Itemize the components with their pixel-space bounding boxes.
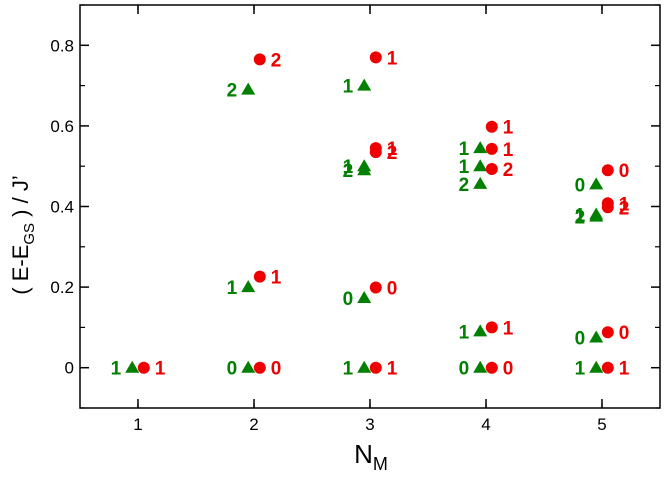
triangle-marker	[241, 280, 256, 293]
triangle-point-label: 1	[459, 322, 470, 343]
triangle-marker	[589, 360, 604, 373]
triangle-point-label: 0	[575, 175, 586, 196]
triangle-point-label: 2	[575, 208, 586, 229]
triangle-point-label: 1	[459, 157, 470, 178]
circle-marker	[369, 281, 382, 294]
triangle-marker	[357, 290, 372, 303]
y-axis-title: ( E-EGS ) / J’	[8, 175, 38, 294]
circle-point-label: 0	[503, 359, 514, 380]
circle-point-label: 0	[271, 359, 282, 380]
circle-point-label: 1	[387, 359, 398, 380]
circle-point-label: 2	[271, 50, 282, 71]
circle-point-label: 1	[271, 268, 282, 289]
triangle-point-label: 1	[111, 359, 122, 380]
triangle-marker	[473, 176, 488, 189]
x-tick-label: 4	[481, 415, 490, 434]
y-tick-label: 0.4	[50, 198, 74, 217]
circle-marker	[485, 120, 498, 133]
triangle-point-label: 2	[343, 161, 354, 182]
circle-marker	[369, 51, 382, 64]
circle-marker	[137, 361, 150, 374]
circle-point-label: 1	[619, 194, 630, 215]
triangle-point-label: 2	[459, 175, 470, 196]
x-tick-label: 2	[249, 415, 258, 434]
circle-point-label: 2	[387, 143, 398, 164]
triangle-marker	[589, 207, 604, 220]
triangle-marker	[589, 177, 604, 190]
x-tick-label: 5	[597, 415, 606, 434]
circle-point-label: 0	[619, 323, 630, 344]
marks-layer	[125, 51, 614, 374]
circle-marker	[485, 163, 498, 176]
triangle-point-label: 0	[575, 328, 586, 349]
triangle-point-label: 0	[227, 359, 238, 380]
triangle-marker	[357, 159, 372, 172]
circle-marker	[485, 361, 498, 374]
circle-marker	[601, 197, 614, 210]
x-axis-title: NM	[354, 439, 388, 474]
y-axis-title-subscript: GS	[21, 223, 38, 245]
circle-marker	[369, 142, 382, 155]
circle-point-label: 1	[387, 48, 398, 69]
triangle-point-label: 1	[575, 359, 586, 380]
circle-point-label: 2	[503, 160, 514, 181]
circle-point-label: 2	[619, 198, 630, 219]
triangle-marker	[241, 360, 256, 373]
triangle-marker	[473, 141, 488, 154]
triangle-marker	[473, 324, 488, 337]
circle-marker	[601, 361, 614, 374]
circle-point-label: 0	[387, 279, 398, 300]
ticks-layer: 1 2 3 4 500.20.40.60.8	[50, 4, 660, 434]
circle-point-label: 1	[503, 318, 514, 339]
triangle-point-label: 0	[459, 359, 470, 380]
triangle-point-label: 1	[343, 157, 354, 178]
circle-marker	[253, 270, 266, 283]
circle-point-label: 1	[387, 139, 398, 160]
triangle-marker	[589, 330, 604, 343]
triangle-marker	[357, 78, 372, 91]
circle-point-label: 1	[619, 359, 630, 380]
circle-marker	[601, 326, 614, 339]
plot-frame	[79, 4, 661, 409]
circle-marker	[369, 361, 382, 374]
triangle-marker	[241, 82, 256, 95]
triangle-point-label: 1	[343, 77, 354, 98]
triangle-point-label: 2	[227, 81, 238, 102]
triangle-point-label: 0	[343, 289, 354, 310]
y-tick-label: 0	[65, 359, 74, 378]
triangle-point-label: 1	[575, 206, 586, 227]
circle-point-label: 0	[619, 161, 630, 182]
triangle-marker	[125, 360, 140, 373]
triangle-point-label: 1	[227, 278, 238, 299]
y-axis-title-suffix: ) / J’	[8, 175, 33, 223]
triangle-point-label: 1	[459, 139, 470, 160]
triangle-marker	[473, 360, 488, 373]
triangle-marker	[473, 159, 488, 172]
x-axis-title-main: N	[354, 439, 373, 469]
circle-marker	[485, 142, 498, 155]
y-tick-label: 0.8	[50, 36, 74, 55]
circle-point-label: 1	[503, 118, 514, 139]
x-axis-title-subscript: M	[373, 454, 388, 474]
circle-marker	[253, 361, 266, 374]
y-tick-label: 0.6	[50, 117, 74, 136]
circle-marker	[253, 53, 266, 66]
x-tick-label: 1	[133, 415, 142, 434]
circle-marker	[601, 164, 614, 177]
y-axis-title-prefix: ( E-E	[8, 245, 33, 295]
triangle-marker	[357, 360, 372, 373]
x-tick-label: 3	[365, 415, 374, 434]
circle-point-label: 1	[503, 140, 514, 161]
circle-marker	[485, 321, 498, 334]
triangle-point-label: 1	[343, 359, 354, 380]
circle-point-label: 1	[155, 359, 166, 380]
y-tick-label: 0.2	[50, 278, 74, 297]
